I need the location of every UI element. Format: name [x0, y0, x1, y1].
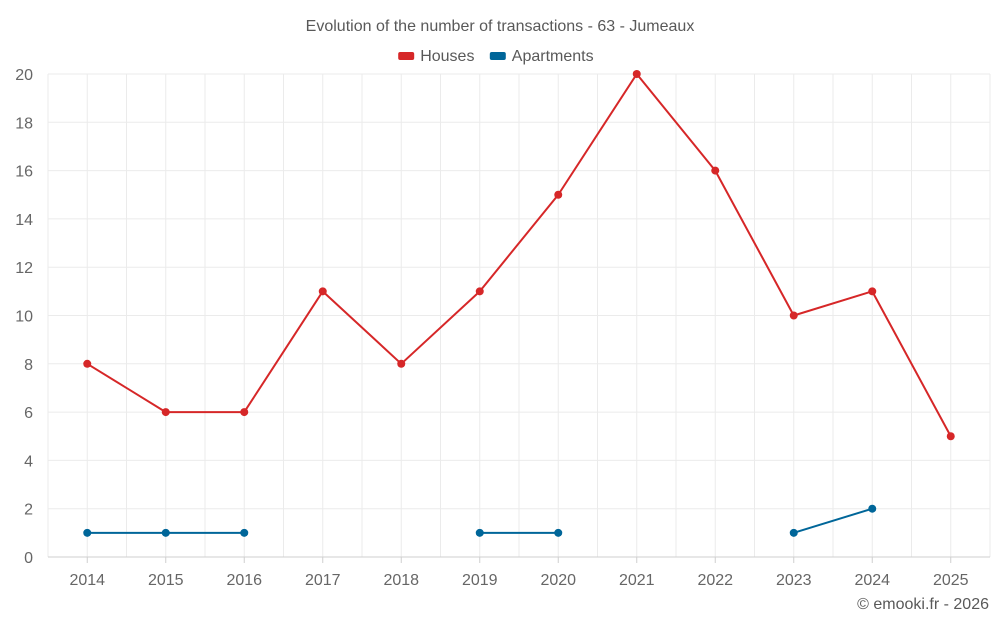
chart-title: Evolution of the number of transactions … — [306, 18, 695, 35]
x-tick-label: 2017 — [305, 572, 341, 589]
axes: 0 2 4 6 8 10 12 14 16 18 20 2014 2015 2016 2017 2018 201… — [15, 67, 990, 589]
y-tick-label: 12 — [15, 260, 33, 277]
x-tick-label: 2018 — [383, 572, 419, 589]
y-tick-label: 20 — [15, 67, 33, 84]
legend-item-apartments[interactable]: Apartments — [489, 48, 594, 65]
data-point-houses[interactable] — [240, 408, 249, 417]
data-point-apartments[interactable] — [83, 528, 92, 537]
data-point-houses[interactable] — [397, 359, 406, 368]
legend-label: Houses — [420, 48, 474, 65]
data-point-houses[interactable] — [554, 190, 563, 199]
credit-text: © emooki.fr - 2026 — [857, 596, 989, 613]
data-point-houses[interactable] — [161, 408, 170, 417]
y-tick-label: 4 — [24, 453, 33, 470]
x-tick-label: 2025 — [933, 572, 969, 589]
legend-label: Apartments — [512, 48, 594, 65]
y-tick-label: 10 — [15, 309, 33, 326]
x-tick-label: 2015 — [148, 572, 184, 589]
y-tick-label: 8 — [24, 357, 33, 374]
data-point-apartments[interactable] — [789, 528, 798, 537]
data-point-houses[interactable] — [83, 359, 92, 368]
x-tick-label: 2016 — [226, 572, 262, 589]
x-tick-label: 2020 — [540, 572, 576, 589]
data-point-houses[interactable] — [711, 166, 720, 175]
series-houses — [83, 70, 955, 441]
data-point-houses[interactable] — [475, 287, 484, 296]
legend-item-houses[interactable]: Houses — [398, 48, 474, 65]
grid — [47, 73, 991, 557]
y-tick-label: 14 — [15, 212, 33, 229]
x-tick-label: 2022 — [697, 572, 733, 589]
y-tick-label: 0 — [24, 550, 33, 567]
y-tick-label: 6 — [24, 405, 33, 422]
y-tick-label: 16 — [15, 164, 33, 181]
data-point-houses[interactable] — [946, 432, 955, 441]
data-point-apartments[interactable] — [554, 528, 563, 537]
x-tick-label: 2019 — [462, 572, 498, 589]
legend-swatch — [489, 52, 506, 60]
y-tick-label: 2 — [24, 502, 33, 519]
data-point-apartments[interactable] — [240, 528, 249, 537]
x-tick-label: 2021 — [619, 572, 655, 589]
data-point-houses[interactable] — [632, 70, 641, 78]
data-point-houses[interactable] — [868, 287, 877, 296]
series-line-houses — [86, 73, 952, 437]
data-point-apartments[interactable] — [868, 504, 877, 513]
series-line-apartments — [793, 507, 873, 534]
data-point-apartments[interactable] — [161, 528, 170, 537]
data-point-houses[interactable] — [318, 287, 327, 296]
legend-swatch — [398, 52, 415, 60]
series-apartments — [83, 504, 877, 537]
data-point-houses[interactable] — [789, 311, 798, 320]
series-layer — [83, 70, 955, 537]
x-tick-label: 2024 — [854, 572, 890, 589]
legend: Houses Apartments — [398, 48, 594, 65]
y-tick-label: 18 — [15, 115, 33, 132]
x-tick-label: 2014 — [69, 572, 105, 589]
data-point-apartments[interactable] — [475, 528, 484, 537]
x-tick-label: 2023 — [776, 572, 812, 589]
